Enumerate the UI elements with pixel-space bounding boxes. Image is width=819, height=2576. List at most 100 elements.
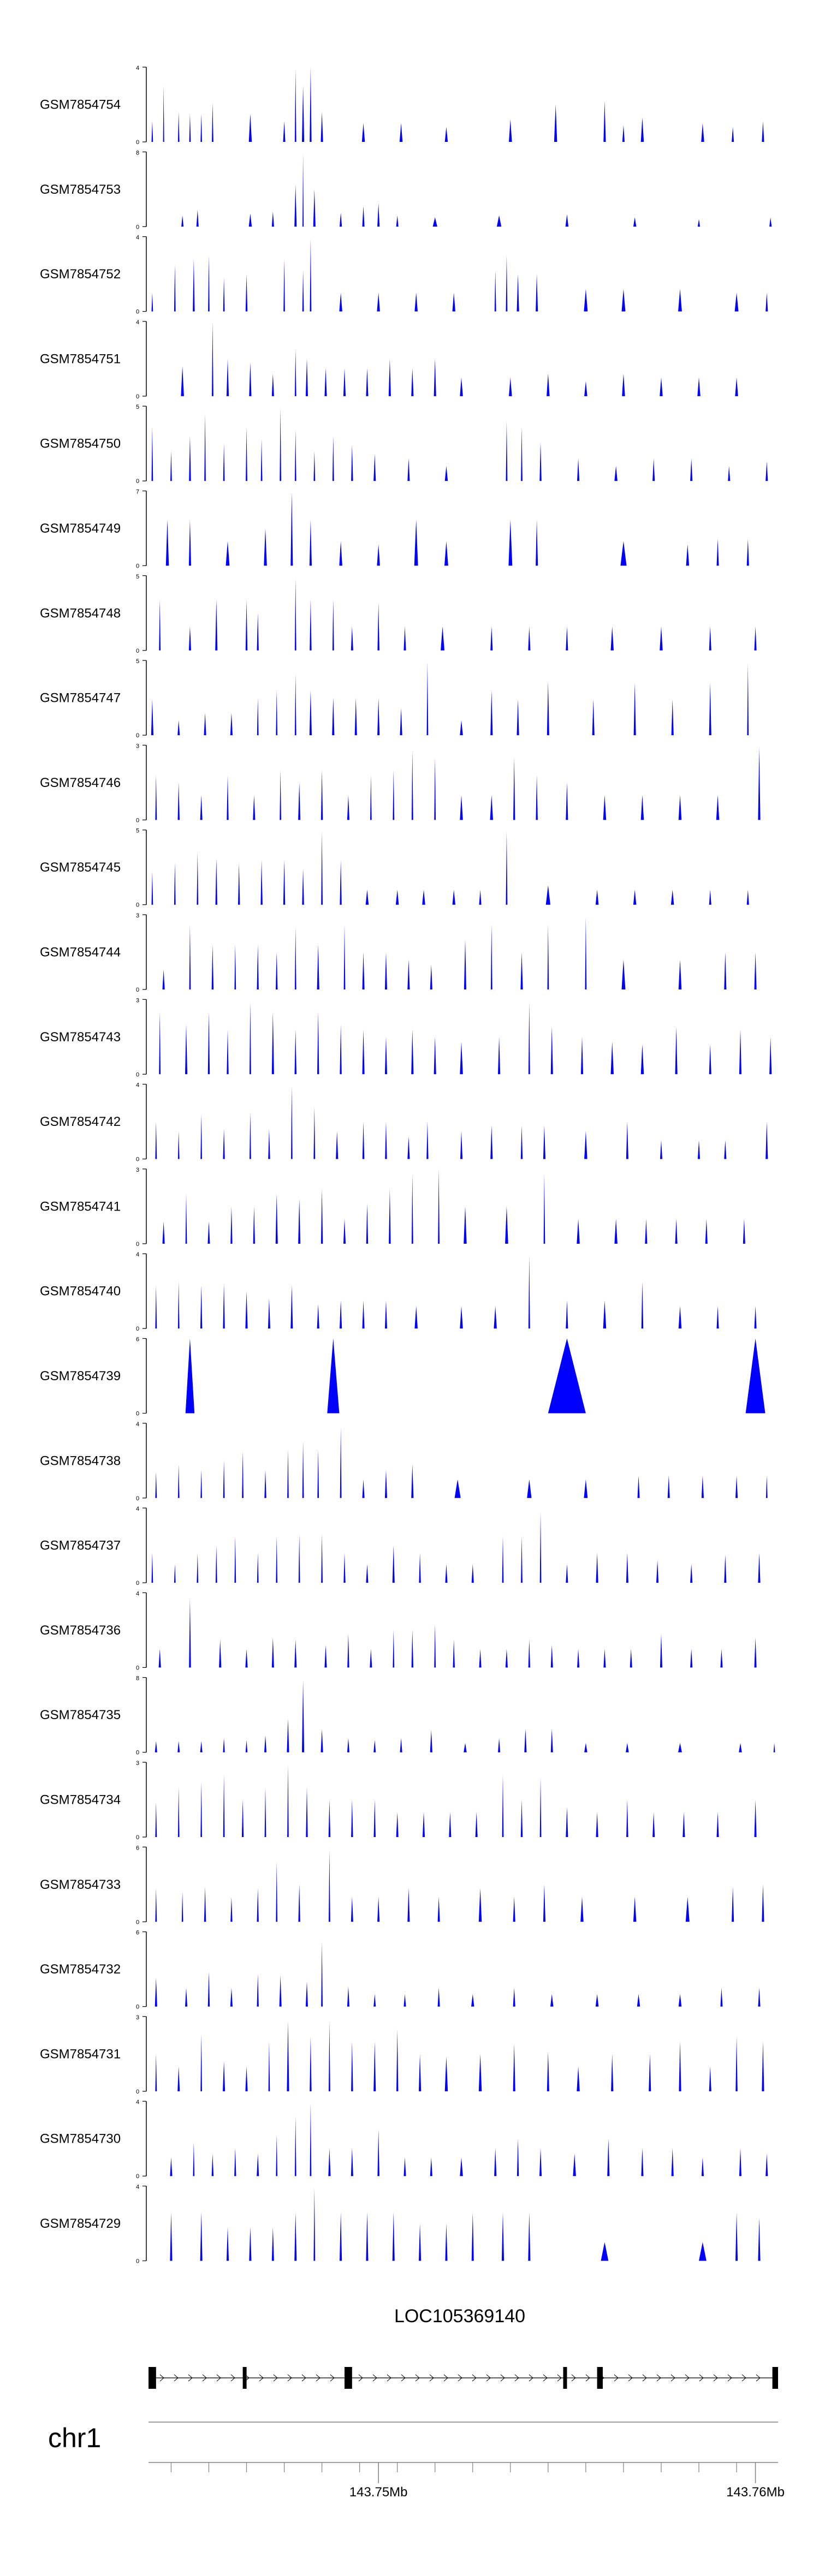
signal-peak — [697, 1140, 701, 1159]
signal-peak — [454, 1479, 461, 1498]
signal-peak — [641, 1281, 644, 1329]
signal-peak — [340, 1300, 342, 1329]
signal-peak — [649, 2054, 651, 2091]
signal-peak — [163, 86, 164, 142]
track-GSM7854736: GSM7854736 4 0 — [40, 1590, 757, 1671]
gene-exon — [242, 2367, 247, 2389]
signal-peak — [294, 349, 296, 396]
signal-peak — [464, 1743, 467, 1752]
signal-peak — [294, 2212, 297, 2261]
signal-peak — [384, 952, 387, 989]
signal-peak — [438, 1168, 440, 1244]
signal-peak — [155, 1802, 157, 1837]
signal-peak — [223, 1284, 225, 1329]
signal-peak — [536, 520, 538, 566]
signal-peak — [279, 1975, 282, 2007]
signal-peak — [539, 442, 542, 481]
signal-peak — [234, 2148, 236, 2177]
signal-peak — [444, 466, 448, 481]
signal-peak — [566, 782, 568, 820]
signal-peak — [343, 1553, 346, 1583]
signal-peak — [630, 1649, 632, 1668]
signal-peak — [550, 1728, 553, 1752]
signal-peak — [248, 114, 252, 142]
signal-peak — [208, 255, 210, 312]
track-ymax-label: 4 — [136, 1506, 139, 1512]
signal-peak — [460, 2157, 463, 2177]
signal-peak — [317, 1449, 319, 1498]
signal-peak — [577, 2066, 580, 2091]
signal-peak — [294, 1029, 296, 1075]
signal-peak — [365, 890, 369, 905]
signal-peak — [545, 885, 550, 905]
track-yzero-label: 0 — [136, 478, 139, 485]
signal-peak — [393, 1630, 395, 1668]
signal-peak — [361, 123, 365, 142]
track-name-label: GSM7854737 — [40, 1539, 121, 1553]
signal-peak — [248, 213, 252, 227]
signal-peak — [513, 1897, 515, 1922]
signal-peak — [321, 770, 323, 820]
signal-peak — [177, 1131, 180, 1159]
signal-peak — [354, 697, 357, 736]
track-ymax-label: 4 — [136, 65, 139, 71]
strand-arrow-icon — [585, 2374, 590, 2382]
track-name-label: GSM7854732 — [40, 1962, 121, 1977]
signal-peak — [716, 1812, 719, 1837]
track-ymax-label: 5 — [136, 658, 139, 665]
signal-peak — [626, 1799, 628, 1837]
signal-peak — [678, 1306, 682, 1329]
signal-peak — [294, 673, 296, 736]
track-yzero-label: 0 — [136, 2173, 139, 2180]
signal-peak — [305, 1981, 308, 2007]
strand-arrow-icon — [443, 2374, 448, 2382]
track-yzero-label: 0 — [136, 563, 139, 570]
signal-peak — [332, 436, 334, 481]
signal-peak — [155, 1285, 157, 1329]
signal-peak — [735, 1475, 738, 1498]
signal-peak — [475, 1812, 478, 1837]
track-yzero-label: 0 — [136, 1919, 139, 1925]
signal-peak — [460, 1041, 463, 1075]
signal-peak — [204, 713, 206, 736]
signal-peak — [271, 1637, 274, 1668]
signal-peak — [340, 212, 342, 227]
signal-peak — [419, 2223, 422, 2261]
signal-peak — [762, 2041, 764, 2091]
signal-peak — [351, 2148, 353, 2177]
signal-peak — [200, 1741, 203, 1752]
signal-peak — [384, 1036, 387, 1075]
signal-peak — [411, 1630, 413, 1668]
signal-peak — [626, 1122, 628, 1159]
signal-peak — [271, 211, 274, 227]
signal-peak — [223, 1774, 225, 1837]
signal-peak — [215, 1545, 217, 1583]
signal-peak — [709, 627, 711, 651]
signal-peak — [685, 1897, 690, 1922]
signal-peak — [414, 520, 418, 566]
signal-peak — [373, 1994, 376, 2007]
signal-peak — [566, 1300, 568, 1329]
strand-arrow-icon — [486, 2374, 491, 2382]
track-GSM7854744: GSM7854744 3 0 — [40, 913, 757, 993]
signal-peak — [490, 1125, 493, 1159]
track-GSM7854731: GSM7854731 3 0 — [40, 2014, 764, 2095]
signal-peak — [403, 1994, 406, 2007]
signal-peak — [185, 1194, 187, 1244]
signal-peak — [709, 890, 711, 905]
strand-arrow-icon — [670, 2374, 675, 2382]
signal-peak — [347, 1738, 349, 1752]
track-name-label: GSM7854749 — [40, 521, 121, 536]
signal-peak — [732, 127, 734, 142]
signal-peak — [494, 1306, 497, 1329]
signal-peak — [223, 278, 225, 312]
signal-peak — [407, 1136, 410, 1159]
track-GSM7854752: GSM7854752 4 0 — [40, 235, 768, 315]
strand-arrow-icon — [685, 2374, 690, 2382]
signal-peak — [328, 1799, 331, 1837]
signal-peak — [621, 289, 626, 312]
signal-peak — [403, 627, 406, 651]
signal-peak — [250, 1001, 251, 1075]
signal-peak — [197, 1553, 199, 1583]
signal-peak — [362, 952, 365, 989]
